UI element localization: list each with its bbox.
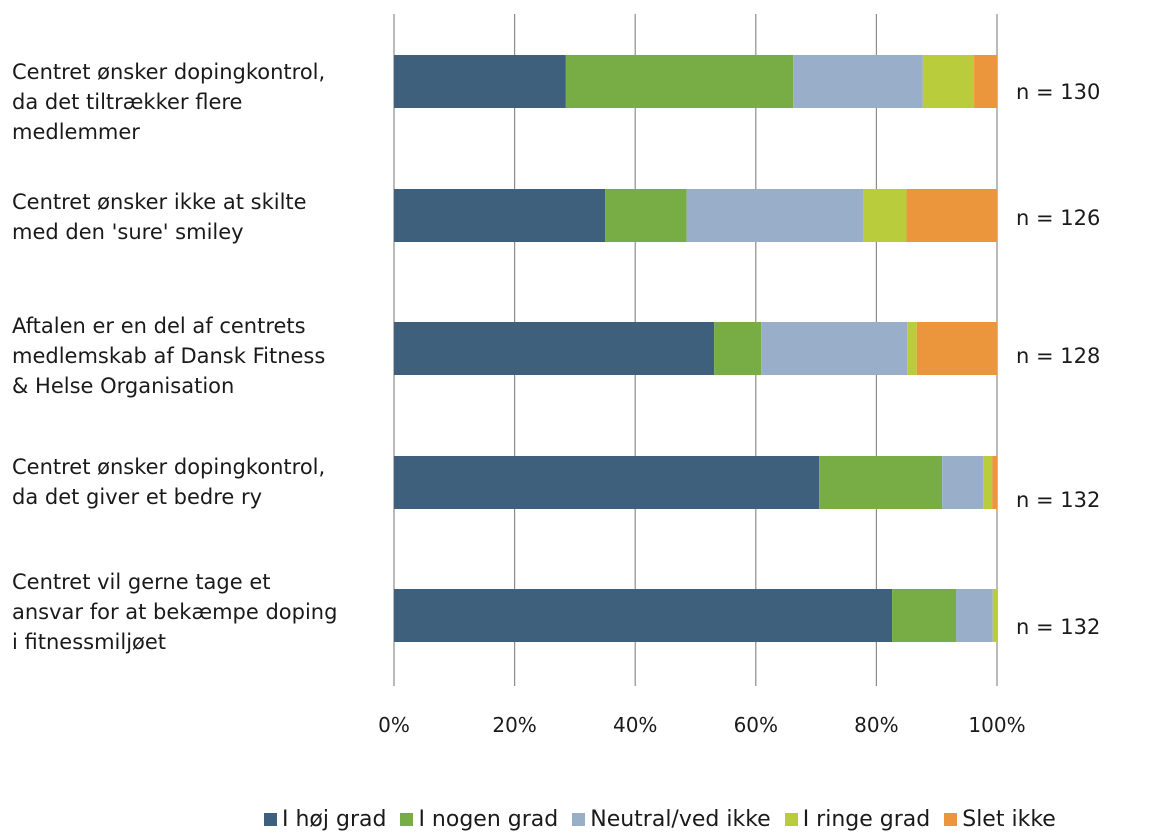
category-label-line: Centret vil gerne tage et [12, 570, 271, 594]
bar-segment [922, 55, 975, 108]
sample-size-label: n = 132 [1016, 615, 1101, 639]
bar-segment [974, 55, 997, 108]
x-tick-label: 100% [968, 713, 1025, 737]
legend-swatch [572, 812, 586, 826]
bar-segment [714, 322, 762, 375]
category-label-line: & Helse Organisation [12, 374, 235, 398]
category-label: Centret ønsker dopingkontrol, da det tilt… [12, 57, 372, 147]
bar-segment [942, 456, 984, 509]
bar-group [394, 589, 997, 642]
legend-swatch [264, 812, 277, 826]
category-label-line: Aftalen er en del af centrets [12, 314, 306, 338]
x-tick-label: 80% [854, 713, 898, 737]
x-tick-label: 60% [734, 713, 778, 737]
x-tick-labels: 0% 20% 40% 60% 80% 100% [378, 713, 1025, 737]
legend-item: I høj grad [264, 807, 386, 832]
sample-size-label: n = 126 [1016, 206, 1101, 230]
legend-label: Neutral/ved ikke [590, 806, 771, 832]
bar-group [394, 322, 997, 375]
bar-segment [955, 589, 993, 642]
bar-segment [394, 189, 606, 242]
bar-segment [793, 55, 923, 108]
bar-segment [394, 55, 566, 108]
category-label-line: Centret ønsker ikke at skilte [12, 190, 307, 214]
legend-label: Slet ikke [962, 806, 1056, 832]
bars [394, 55, 997, 642]
sample-size-label: n = 132 [1016, 488, 1101, 512]
bar-group [394, 456, 997, 509]
legend-label: I høj grad [282, 806, 387, 832]
bar-segment [916, 322, 997, 375]
category-label-line: Centret ønsker dopingkontrol, [12, 455, 326, 479]
legend-swatch [784, 812, 798, 826]
bar-segment [892, 589, 956, 642]
bar-group [394, 55, 997, 108]
category-label-line: medlemmer [12, 120, 140, 144]
sample-size-label: n = 130 [1016, 80, 1101, 104]
bar-segment [863, 189, 907, 242]
x-tick-label: 40% [613, 713, 657, 737]
legend-label: I nogen grad [418, 806, 559, 832]
category-label-line: medlemskab af Dansk Fitness [12, 344, 326, 368]
legend-item: I ringe grad [784, 806, 931, 832]
legend-item: Neutral/ved ikke [572, 806, 771, 832]
bar-segment [992, 456, 997, 509]
bar-segment [992, 589, 997, 642]
legend-item: I nogen grad [400, 807, 558, 832]
legend-item: Slet ikke [944, 807, 1056, 832]
bar-segment [394, 456, 820, 509]
bar-segment [394, 322, 715, 375]
category-label-line: da det giver et bedre ry [12, 485, 263, 509]
category-label-line: med den 'sure' smiley [12, 220, 244, 244]
category-label-line: Centret ønsker dopingkontrol, [12, 60, 326, 84]
bar-segment [906, 189, 997, 242]
bar-segment [565, 55, 794, 108]
bar-segment [819, 456, 943, 509]
category-label: Aftalen er en del af centrets medlemskab … [12, 311, 372, 401]
x-tick-label: 20% [492, 713, 536, 737]
category-label: Centret vil gerne tage et ansvar for at b… [12, 567, 372, 657]
bar-segment [983, 456, 993, 509]
legend-label: I ringe grad [802, 806, 931, 832]
legend: I høj grad I nogen grad Neutral/ved ikke I … [264, 804, 1056, 834]
sample-size-label: n = 128 [1016, 344, 1101, 368]
category-label-line: ansvar for at bekæmpe doping [12, 600, 338, 624]
legend-swatch [400, 812, 414, 826]
bar-segment [394, 589, 893, 642]
bar-segment [761, 322, 908, 375]
category-label-line: i fitnessmiljøet [12, 630, 167, 654]
category-label: Centret ønsker dopingkontrol, da det give… [12, 452, 372, 512]
bar-segment [907, 322, 917, 375]
category-label: Centret ønsker ikke at skilte med den 'su… [12, 187, 372, 247]
legend-swatch [944, 812, 958, 826]
category-label-line: da det tiltrækker flere [12, 90, 243, 114]
bar-group [394, 189, 997, 242]
bar-segment [686, 189, 864, 242]
x-tick-label: 0% [378, 713, 410, 737]
bar-segment [605, 189, 687, 242]
